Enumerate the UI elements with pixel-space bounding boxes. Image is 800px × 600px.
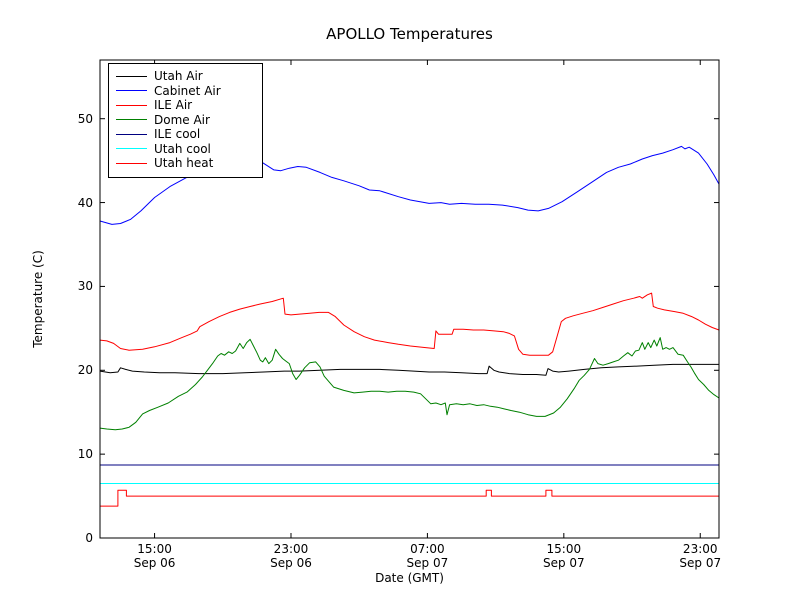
legend-line-cabinet-air [116,90,147,92]
x-tick-label: 07:00 Sep 07 [406,542,449,570]
legend-entry-ile-air: ILE Air [116,98,262,113]
legend-entry-utah-cool: Utah cool [116,142,262,157]
y-tick-label: 0 [85,531,93,545]
x-tick-label: 15:00 Sep 07 [542,542,585,570]
x-axis-label: Date (GMT) [375,571,444,585]
legend-line-ile-air [116,104,147,106]
x-tick-label: 15:00 Sep 06 [133,542,176,570]
legend-label: Utah Air [154,69,203,84]
legend-line-utah-air [116,75,147,77]
legend-label: Utah heat [154,156,214,171]
legend-entry-ile-cool: ILE cool [116,127,262,142]
legend-line-ile-cool [116,133,147,135]
y-tick-label: 30 [77,279,93,294]
series-utah-air [99,363,719,376]
legend-entry-utah-heat: Utah heat [116,156,262,171]
y-tick-label: 50 [77,111,93,126]
legend-entry-dome-air: Dome Air [116,113,262,128]
legend-line-utah-cool [116,148,147,150]
series-utah-heat [100,489,719,507]
legend-line-utah-heat [116,162,147,164]
legend-label: ILE cool [154,127,201,142]
x-tick-label: 23:00 Sep 06 [270,542,312,570]
legend-label: Dome Air [154,112,210,127]
legend-entry-cabinet-air: Cabinet Air [116,84,262,99]
y-tick-label: 40 [77,195,93,210]
series-dome-air [99,337,720,431]
legend-entry-utah-air: Utah Air [116,69,262,84]
legend: Utah Air Cabinet Air ILE Air Dome Air ILE co… [108,63,263,178]
x-tick-label: 23:00 Sep 07 [679,542,722,570]
y-tick-label: 10 [77,447,93,462]
legend-label: Utah cool [154,141,211,156]
axes-frame [99,59,720,539]
legend-label: Cabinet Air [154,83,221,98]
y-tick-label: 20 [77,363,93,378]
series-ile-air [99,292,720,356]
chart-title: APOLLO Temperatures [326,25,493,43]
y-axis-label: Temperature (C) [31,250,45,348]
legend-label: ILE Air [154,98,193,113]
legend-line-dome-air [116,119,147,121]
